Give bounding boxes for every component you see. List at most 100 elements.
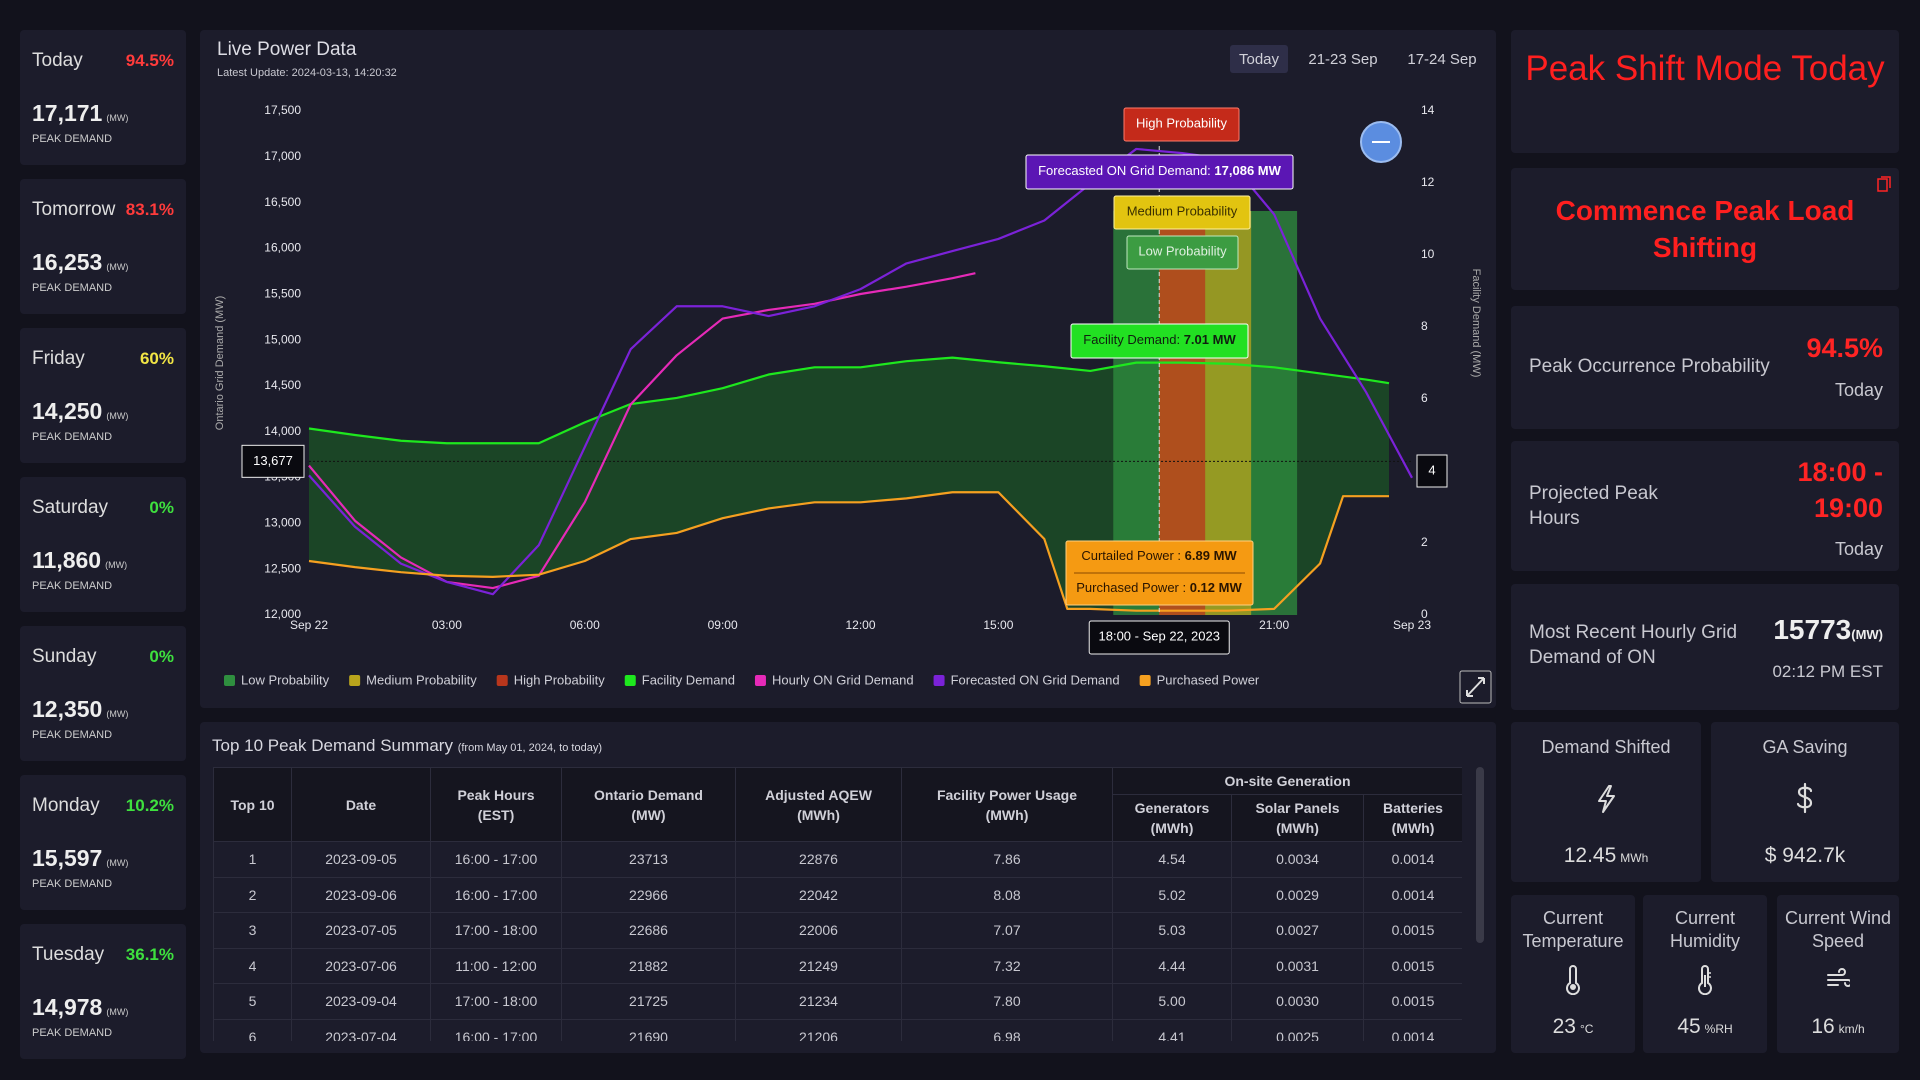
- y-tick-label: 17,500: [264, 103, 301, 117]
- day-value: 15,597: [32, 845, 103, 871]
- table-cell: 21725: [561, 983, 736, 1020]
- weather-tile: Current Temperature 23 °C: [1511, 895, 1635, 1053]
- header-cell: Date: [291, 767, 431, 842]
- table-wrap: Top 10 Date Peak Hours (EST) Ontario Demand (…: [213, 767, 1462, 1041]
- day-value-wrap: 14,250 (MW): [32, 398, 128, 425]
- scrollbar[interactable]: [1476, 767, 1484, 943]
- day-value: 11,860: [32, 547, 102, 573]
- day-name: Today: [32, 50, 83, 71]
- low-tooltip-part: Low Probability: [1138, 244, 1227, 259]
- table-cell: 0.0025: [1231, 1018, 1364, 1041]
- facility-tooltip: Facility Demand: 7.01 MW: [1083, 332, 1236, 347]
- day-probability: 10.2%: [125, 796, 174, 815]
- facility-tooltip-part: 7.01 MW: [1184, 332, 1237, 347]
- table-cell: 2023-09-06: [291, 876, 431, 913]
- day-value-wrap: 12,350 (MW): [32, 696, 128, 723]
- copy-icon[interactable]: [1877, 176, 1891, 192]
- table-cell: 11:00 - 12:00: [430, 947, 562, 984]
- medium-tooltip: Medium Probability: [1127, 204, 1238, 219]
- expand-button[interactable]: [1459, 670, 1492, 704]
- tile-label: GA Saving: [1762, 737, 1848, 757]
- probability-label: Peak Occurrence Probability: [1529, 356, 1770, 377]
- table-cell: 5.00: [1112, 983, 1232, 1020]
- y-tick-label: 15,000: [264, 332, 301, 346]
- forecast-tooltip: Forecasted ON Grid Demand: 17,086 MW: [1038, 163, 1281, 178]
- legend-label: Hourly ON Grid Demand: [772, 672, 914, 687]
- facility-tooltip-box: [1070, 323, 1249, 359]
- day-value-wrap: 11,860 (MW): [32, 547, 127, 574]
- header-text: (MWh): [1391, 820, 1435, 836]
- range-button[interactable]: 21-23 Sep: [1308, 51, 1377, 68]
- table-cell: 0.0015: [1362, 912, 1462, 949]
- table-cell: 22042: [735, 876, 902, 913]
- header-cell: Peak Hours (EST): [430, 767, 562, 842]
- time-tooltip-part: 18:00 - Sep 22, 2023: [1099, 629, 1220, 644]
- probability-value: 94.5%: [1806, 333, 1883, 363]
- y-tick-label: 16,000: [264, 241, 301, 255]
- day-probability: 94.5%: [125, 51, 174, 70]
- y2-tick-label: 12: [1421, 175, 1435, 189]
- day-label: PEAK DEMAND: [32, 133, 113, 145]
- header-text: (MW): [631, 806, 666, 823]
- day-value-wrap: 16,253 (MW): [32, 249, 128, 276]
- zoom-reset[interactable]: [1360, 121, 1402, 163]
- weather-icon: [1698, 965, 1712, 995]
- day-label: PEAK DEMAND: [32, 431, 113, 443]
- day-name: Saturday: [32, 497, 109, 518]
- header-text: Solar Panels: [1255, 800, 1340, 816]
- table-cell: 5: [213, 983, 292, 1020]
- group-header: On-site Generation: [1111, 767, 1462, 795]
- range-button[interactable]: 17-24 Sep: [1407, 51, 1476, 68]
- header-text: Date: [345, 796, 377, 813]
- day-probability: 36.1%: [125, 945, 174, 964]
- table-title: Top 10 Peak Demand Summary: [212, 736, 453, 755]
- tooltip-part: Curtailed Power :: [1081, 548, 1184, 563]
- table-cell: 3: [213, 912, 292, 949]
- table-cell: 0.0014: [1362, 841, 1462, 878]
- day-card: Today 94.5% 17,171 (MW) PEAK DEMAND: [20, 30, 186, 165]
- day-unit: (MW): [106, 262, 129, 272]
- day-value: 12,350: [32, 696, 103, 722]
- header-text: Facility Power Usage: [936, 786, 1078, 803]
- day-unit: (MW): [106, 113, 129, 123]
- table-cell: 2: [213, 876, 292, 913]
- y-tick-label: 13,000: [264, 516, 301, 530]
- y-tick-label: 12,000: [264, 607, 301, 621]
- range-button[interactable]: Today: [1230, 45, 1288, 73]
- forecast-tooltip-part: 17,086 MW: [1214, 163, 1281, 178]
- table-cell: 0.0027: [1231, 912, 1364, 949]
- tile-unit: MWh: [1620, 851, 1649, 865]
- y2-tick-label: 0: [1421, 607, 1428, 621]
- y2-axis-label: Facility Demand (MW): [1470, 269, 1482, 378]
- low-tooltip: Low Probability: [1138, 244, 1227, 259]
- crosshair-y2-label: 4: [1428, 462, 1435, 477]
- y-tick-label: 14,000: [264, 424, 301, 438]
- day-unit: (MW): [106, 709, 129, 719]
- legend-label: Purchased Power: [1157, 672, 1260, 687]
- recent-value-wrap: 15773(MW): [1773, 614, 1883, 646]
- weather-value: 45: [1677, 1015, 1701, 1038]
- day-probability: 0%: [149, 498, 174, 517]
- tooltip-part: Purchased Power :: [1076, 580, 1189, 595]
- tile-value: 12.45: [1563, 844, 1617, 867]
- header-cell: Solar Panels (MWh): [1231, 794, 1364, 842]
- table-heading: Top 10 Peak Demand Summary (from May 01,…: [212, 736, 602, 756]
- weather-value: 23: [1552, 1015, 1576, 1038]
- weather-value-wrap: 23 °C: [1511, 1015, 1635, 1039]
- day-value: 14,978: [32, 994, 103, 1020]
- table-cell: 2023-09-04: [291, 983, 431, 1020]
- table-cell: 7.32: [901, 947, 1113, 984]
- table-cell: 0.0029: [1231, 876, 1364, 913]
- table-cell: 21234: [735, 983, 902, 1020]
- weather-icon: [1827, 968, 1850, 987]
- button-label: 17-24 Sep: [1407, 51, 1476, 68]
- facility-tooltip-part: Facility Demand:: [1083, 332, 1183, 347]
- expand-box: [1459, 670, 1492, 704]
- table-row: 4 2023-07-06 11:00 - 12:00 21882 21249 7.32 4.…: [213, 947, 1462, 984]
- high-tooltip-part: High Probability: [1136, 116, 1228, 131]
- tile-value-wrap: 12.45 MWh: [1511, 844, 1701, 868]
- day-label: PEAK DEMAND: [32, 580, 113, 592]
- table-cell: 0.0031: [1231, 947, 1364, 984]
- dollar-icon: [1796, 782, 1813, 814]
- legend-label: Medium Probability: [366, 672, 477, 687]
